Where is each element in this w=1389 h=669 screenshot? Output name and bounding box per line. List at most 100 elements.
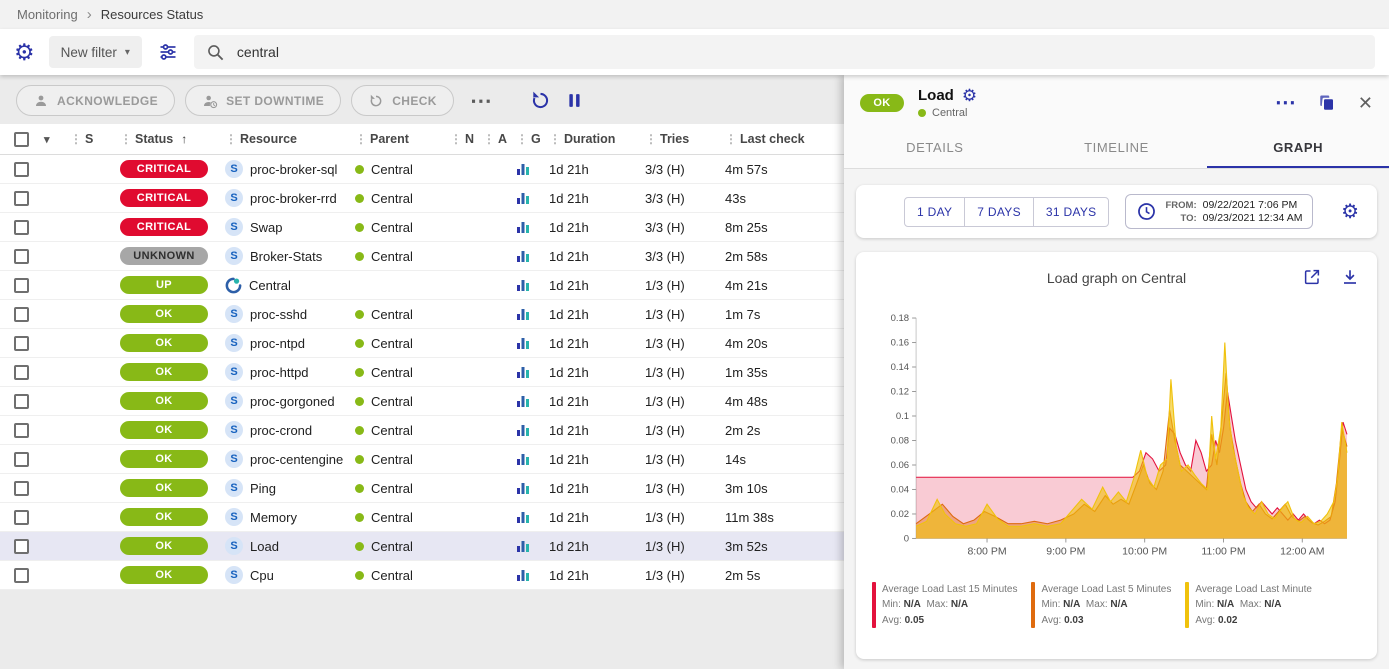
legend-item[interactable]: Average Load Last 15 Minutes Min: N/A Max… — [872, 581, 1017, 629]
resource-name[interactable]: Load — [250, 538, 279, 554]
parent-name[interactable]: Central — [371, 451, 413, 467]
row-checkbox[interactable] — [14, 393, 29, 409]
column-header-duration[interactable]: ⋮ Duration — [549, 132, 645, 146]
graph-icon[interactable] — [516, 567, 530, 581]
column-header-last-check[interactable]: ⋮ Last check — [725, 132, 844, 146]
download-graph-icon[interactable] — [1339, 266, 1361, 288]
sort-asc-icon[interactable]: ↑ — [181, 132, 188, 146]
settings-gear-icon[interactable]: ⚙ — [14, 38, 35, 65]
graph-icon[interactable] — [516, 480, 530, 494]
close-panel-icon[interactable]: ✕ — [1357, 92, 1373, 113]
table-row[interactable]: OK S Cpu Central 1d 21h 1/3 (H) 2m 5s — [0, 561, 844, 590]
row-checkbox[interactable] — [14, 509, 29, 525]
resource-name[interactable]: Swap — [250, 219, 283, 235]
search-input[interactable] — [236, 44, 1363, 60]
acknowledge-button[interactable]: ACKNOWLEDGE — [16, 85, 176, 116]
tab-timeline[interactable]: TIMELINE — [1084, 140, 1149, 155]
drag-handle-icon[interactable]: ⋮ — [70, 132, 82, 146]
resource-name[interactable]: Cpu — [250, 567, 274, 583]
resource-name[interactable]: Central — [249, 277, 291, 293]
column-header-resource[interactable]: ⋮ Resource — [225, 132, 355, 146]
row-checkbox[interactable] — [14, 161, 29, 177]
parent-name[interactable]: Central — [371, 567, 413, 583]
drag-handle-icon[interactable]: ⋮ — [450, 132, 462, 146]
parent-name[interactable]: Central — [371, 161, 413, 177]
drag-handle-icon[interactable]: ⋮ — [516, 132, 528, 146]
graph-icon[interactable] — [516, 161, 530, 175]
pause-button[interactable] — [563, 89, 586, 112]
parent-name[interactable]: Central — [371, 538, 413, 554]
column-header-n[interactable]: ⋮ N — [450, 132, 483, 146]
row-checkbox[interactable] — [14, 190, 29, 206]
drag-handle-icon[interactable]: ⋮ — [355, 132, 367, 146]
parent-name[interactable]: Central — [371, 248, 413, 264]
tab-graph[interactable]: GRAPH — [1207, 127, 1389, 168]
resource-name[interactable]: proc-centengine — [250, 451, 344, 467]
row-checkbox[interactable] — [14, 567, 29, 583]
breadcrumb-monitoring[interactable]: Monitoring — [17, 7, 78, 22]
row-checkbox[interactable] — [14, 480, 29, 496]
range-button-1-day[interactable]: 1 DAY — [904, 196, 966, 227]
drag-handle-icon[interactable]: ⋮ — [483, 132, 495, 146]
parent-name[interactable]: Central — [371, 393, 413, 409]
table-row[interactable]: UP Central 1d 21h 1/3 (H) 4m 21s — [0, 271, 844, 300]
drag-handle-icon[interactable]: ⋮ — [549, 132, 561, 146]
parent-name[interactable]: Central — [371, 219, 413, 235]
row-checkbox[interactable] — [14, 538, 29, 554]
table-row[interactable]: UNKNOWN S Broker-Stats Central 1d 21h 3/3 (H)… — [0, 242, 844, 271]
resource-name[interactable]: proc-broker-sql — [250, 161, 338, 177]
resource-name[interactable]: Broker-Stats — [250, 248, 323, 264]
resource-name[interactable]: Memory — [250, 509, 297, 525]
resource-name[interactable]: proc-sshd — [250, 306, 308, 322]
resource-name[interactable]: proc-ntpd — [250, 335, 305, 351]
check-button[interactable]: CHECK — [351, 85, 454, 116]
graph-icon[interactable] — [516, 277, 530, 291]
row-checkbox[interactable] — [14, 219, 29, 235]
resource-name[interactable]: proc-broker-rrd — [250, 190, 337, 206]
row-checkbox[interactable] — [14, 335, 29, 351]
open-graph-in-new-icon[interactable] — [1301, 266, 1323, 288]
more-actions-button[interactable]: ⋯ — [464, 90, 500, 112]
graph-icon[interactable] — [516, 248, 530, 262]
range-button-31-days[interactable]: 31 DAYS — [1032, 196, 1110, 227]
resource-name[interactable]: Ping — [250, 480, 277, 496]
column-header-status[interactable]: ⋮ Status ↑ — [120, 132, 225, 146]
column-header-tries[interactable]: ⋮ Tries — [645, 132, 725, 146]
set-downtime-button[interactable]: SET DOWNTIME — [185, 85, 342, 116]
table-row[interactable]: OK S Ping Central 1d 21h 1/3 (H) 3m 10s — [0, 474, 844, 503]
row-checkbox[interactable] — [14, 277, 29, 293]
copy-link-icon[interactable] — [1316, 92, 1338, 114]
graph-icon[interactable] — [516, 451, 530, 465]
table-row[interactable]: OK S Memory Central 1d 21h 1/3 (H) 11m 38s — [0, 503, 844, 532]
parent-name[interactable]: Central — [371, 480, 413, 496]
refresh-button[interactable] — [528, 88, 553, 113]
range-button-7-days[interactable]: 7 DAYS — [964, 196, 1034, 227]
parent-name[interactable]: Central — [371, 364, 413, 380]
column-header-parent[interactable]: ⋮ Parent — [355, 132, 450, 146]
graph-icon[interactable] — [516, 393, 530, 407]
graph-icon[interactable] — [516, 509, 530, 523]
drag-handle-icon[interactable]: ⋮ — [645, 132, 657, 146]
parent-name[interactable]: Central — [371, 509, 413, 525]
graph-icon[interactable] — [516, 306, 530, 320]
graph-icon[interactable] — [516, 219, 530, 233]
graph-settings-gear-icon[interactable]: ⚙ — [1341, 200, 1359, 223]
parent-name[interactable]: Central — [371, 335, 413, 351]
from-to-picker[interactable]: FROM: 09/22/2021 7:06 PM TO: 09/23/2021 … — [1125, 194, 1314, 229]
select-dropdown-icon[interactable]: ▾ — [44, 133, 50, 146]
graph-icon[interactable] — [516, 364, 530, 378]
row-checkbox[interactable] — [14, 364, 29, 380]
filter-tune-icon[interactable] — [156, 40, 180, 64]
graph-icon[interactable] — [516, 190, 530, 204]
row-checkbox[interactable] — [14, 422, 29, 438]
drag-handle-icon[interactable]: ⋮ — [120, 132, 132, 146]
resource-name[interactable]: proc-httpd — [250, 364, 309, 380]
panel-more-actions-button[interactable]: ⋯ — [1274, 90, 1296, 114]
column-header-a[interactable]: ⋮ A — [483, 132, 516, 146]
